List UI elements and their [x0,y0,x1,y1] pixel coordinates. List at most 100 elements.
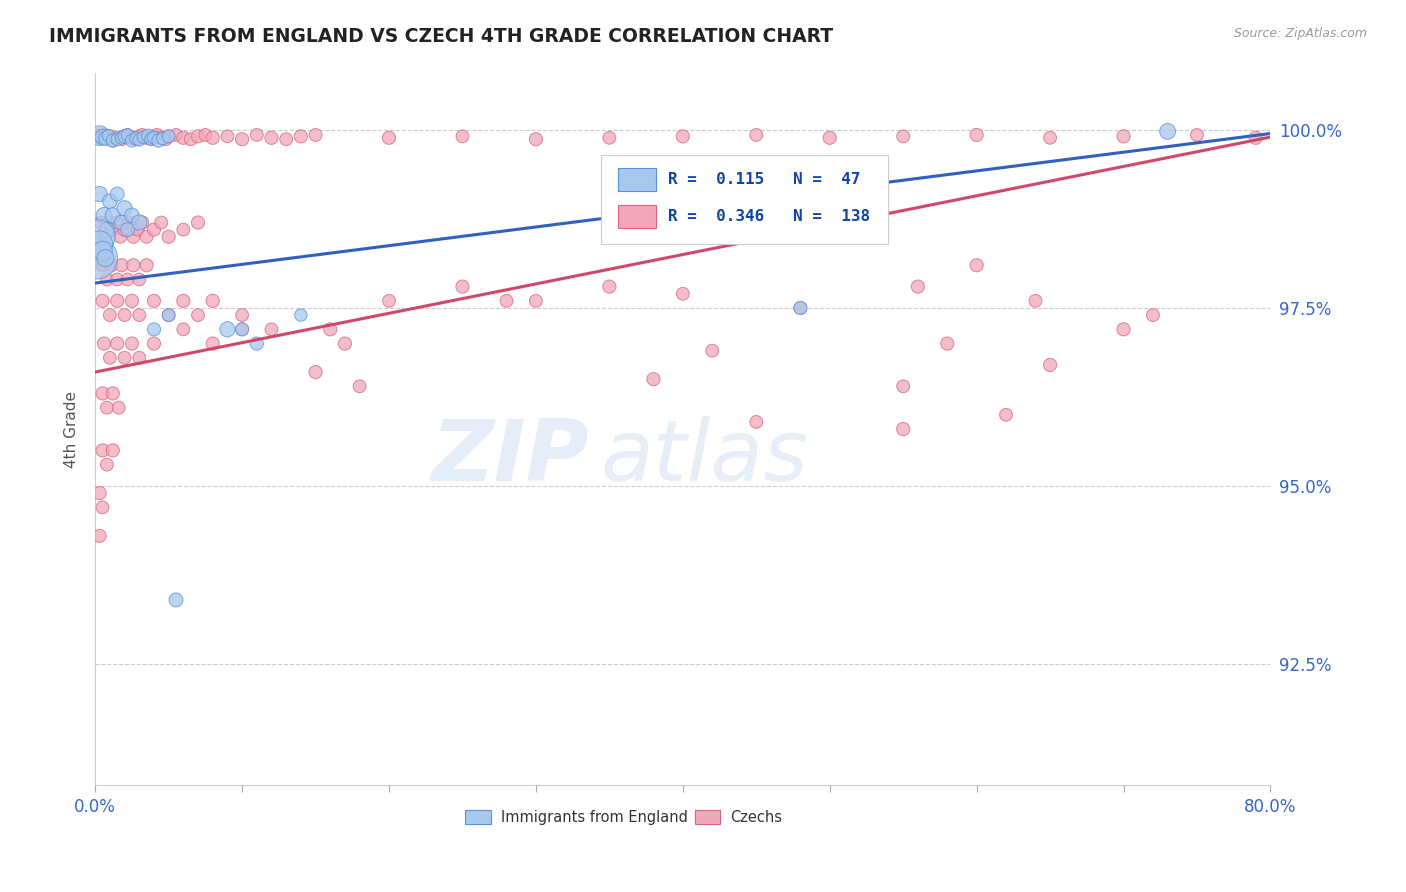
Point [132,130,155,145]
Point [172,293,194,308]
Point [231,132,253,146]
Point [194,128,217,142]
Point [96,272,118,286]
Point [304,128,326,142]
Point [105,130,128,145]
Point [1156,124,1178,138]
Point [121,130,143,145]
Point [128,133,150,147]
Point [122,258,145,272]
Point [201,130,224,145]
Point [1142,308,1164,322]
Point [201,336,224,351]
Point [89,236,111,251]
Point [1112,322,1135,336]
Text: R =  0.346   N =  138: R = 0.346 N = 138 [668,209,870,224]
Point [87,128,110,143]
Point [105,215,128,229]
Point [97,128,120,143]
Text: Immigrants from England: Immigrants from England [501,810,688,824]
Point [94,229,117,244]
Point [1039,130,1062,145]
Point [217,322,239,336]
Point [93,128,115,142]
Point [157,308,180,322]
Point [91,244,114,258]
Point [101,134,124,148]
Point [180,132,202,146]
Point [891,422,914,436]
Point [117,128,139,142]
Point [524,132,547,146]
Point [172,130,194,145]
Point [118,215,141,229]
Point [114,351,136,365]
Point [98,129,121,144]
Point [128,129,150,144]
Point [108,229,131,244]
Point [152,131,174,145]
Point [150,130,173,145]
Point [1185,128,1208,142]
Point [260,322,283,336]
Point [91,443,114,458]
Point [127,222,149,236]
Point [966,128,988,142]
Point [111,132,134,146]
Point [936,336,959,351]
Point [142,222,165,236]
Point [231,322,253,336]
Point [217,129,239,144]
Point [101,134,124,148]
Point [891,379,914,393]
Point [231,308,253,322]
FancyBboxPatch shape [600,155,889,244]
Point [100,258,122,272]
Point [745,128,768,142]
Y-axis label: 4th Grade: 4th Grade [65,391,79,467]
Point [91,500,114,515]
Point [114,222,136,236]
Point [1039,358,1062,372]
Point [148,134,170,148]
Point [702,343,724,358]
Point [378,293,401,308]
Point [172,222,194,236]
Point [745,415,768,429]
Text: R =  0.115   N =  47: R = 0.115 N = 47 [668,171,860,186]
Point [87,229,110,244]
Point [117,222,139,236]
Point [117,272,139,286]
Point [93,208,115,222]
Point [96,458,118,472]
Point [598,130,620,145]
Point [451,279,474,293]
Point [157,129,180,144]
Point [157,308,180,322]
Point [290,129,312,144]
Point [101,222,124,236]
Point [86,251,108,265]
Point [101,208,124,222]
Point [89,187,111,202]
Point [672,129,695,144]
Point [90,130,112,145]
Text: atlas: atlas [600,416,808,499]
Point [231,322,253,336]
Point [172,322,194,336]
Point [142,322,165,336]
Point [672,286,695,301]
Point [135,130,157,145]
Point [91,293,114,308]
Point [1244,130,1267,145]
Point [94,131,117,145]
Point [524,293,547,308]
FancyBboxPatch shape [619,169,655,191]
Point [146,128,169,142]
Point [101,443,124,458]
Point [155,132,177,146]
Point [101,386,124,401]
Point [789,301,811,315]
Point [98,194,121,209]
Point [111,215,134,229]
